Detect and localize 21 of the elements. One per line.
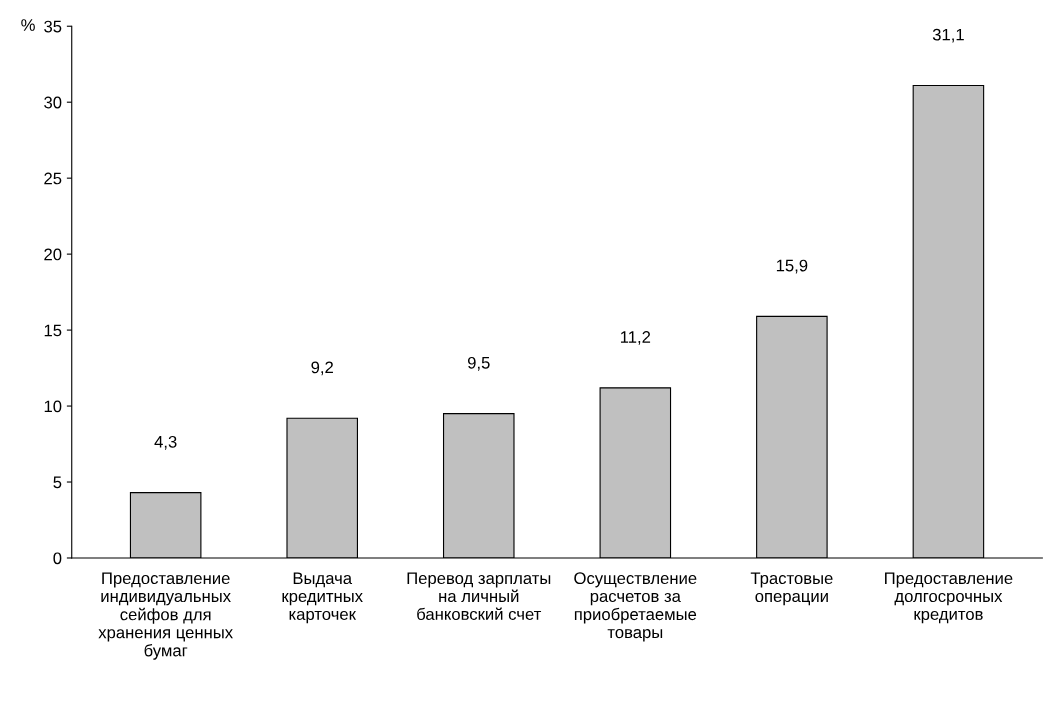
data-label: 15,9 (776, 259, 808, 274)
y-tick-label: 15 (44, 324, 62, 337)
x-tick-label: Перевод зарплаты на личный банковский счет (407, 572, 551, 621)
y-tick-label: 20 (44, 248, 62, 261)
x-tick-label: Предоставление долгосрочных кредитов (885, 572, 1013, 624)
data-label: 31,1 (932, 28, 964, 43)
data-label: 9,2 (311, 361, 333, 376)
y-tick-label: 5 (53, 476, 62, 489)
x-tick-label: Трастовые операции (750, 572, 833, 606)
y-tick-label: 0 (53, 552, 62, 565)
x-tick-label: Предоставление индивидуальных сейфов для хранения ценных бумаг (98, 572, 233, 660)
y-tick-label: 35 (44, 20, 62, 33)
data-label: 4,3 (154, 435, 177, 450)
y-tick-label: 30 (44, 96, 62, 109)
x-tick-label: Осуществление расчетов за приобретаемые товары (574, 572, 697, 642)
data-label: 11,2 (620, 331, 651, 345)
x-tick-label: Выдача кредитных карточек (282, 572, 363, 624)
data-label: 9,5 (467, 356, 490, 371)
y-axis-title: % (21, 19, 35, 31)
y-tick-label: 25 (44, 172, 62, 185)
y-tick-label: 10 (44, 400, 62, 413)
